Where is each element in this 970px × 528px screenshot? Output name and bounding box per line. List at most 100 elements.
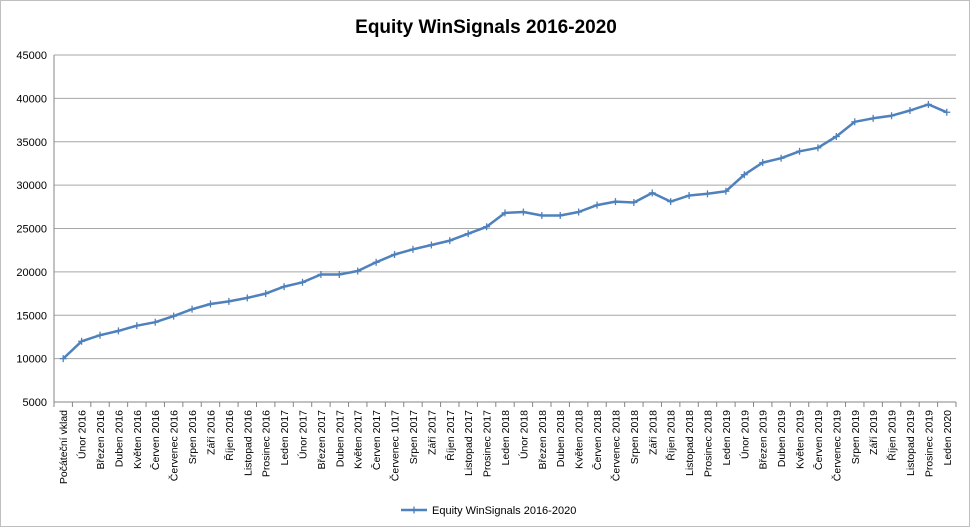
x-tick-label: Červen 2018 [591,410,604,470]
legend-marker [410,506,418,514]
data-point [556,211,564,219]
data-point [501,209,509,217]
data-point [409,245,417,253]
data-point [225,297,233,305]
y-tick-label: 15000 [16,310,47,322]
data-point [354,267,362,275]
x-tick-label: Únor 2016 [76,410,89,459]
chart-title: Equity WinSignals 2016-2020 [355,17,617,38]
data-point [832,133,840,141]
x-tick-label: Listopad 2019 [905,410,917,476]
x-tick-label: Červenec 2019 [830,410,843,481]
x-tick-label: Květen 2017 [353,410,365,469]
x-tick-label: Duben 2016 [113,410,125,467]
data-point [869,114,877,122]
data-point [133,322,141,330]
data-point [317,270,325,278]
data-point [188,305,196,313]
data-point [335,270,343,278]
x-tick-label: Prosinec 2018 [702,410,714,477]
data-point [78,337,86,345]
x-tick-label: Červen 2017 [370,410,383,470]
y-axis-tick-labels: 5000 10000 15000 20000 25000 30000 35000 40000 4… [16,50,47,409]
x-tick-label: Leden 2019 [721,410,733,466]
data-point [280,283,288,291]
x-tick-label: Květen 2016 [132,410,144,469]
x-tick-label: Únor 2017 [297,410,310,459]
x-tick-label: Červenec 1017 [389,410,402,481]
data-point [611,198,619,206]
x-tick-label: Září 2018 [647,410,659,455]
y-tick-label: 25000 [16,224,47,236]
x-tick-label: Říjen 2018 [665,410,678,461]
x-tick-label: Září 2019 [868,410,880,455]
data-point [483,223,491,231]
data-point [96,331,104,339]
data-point [206,300,214,308]
data-point [814,144,822,152]
x-tick-label: Leden 2020 [942,410,954,466]
data-point [777,154,785,162]
x-tick-label: Srpen 2018 [629,410,641,464]
x-tick-label: Listopad 2017 [463,410,475,476]
x-tick-label: Říjen 2016 [223,410,236,461]
data-point [151,318,159,326]
x-tick-label: Březen 2016 [95,410,107,470]
x-tick-label: Leden 2018 [500,410,512,466]
x-tick-label: Březen 2017 [316,410,328,470]
x-tick-label: Březen 2019 [758,410,770,470]
x-tick-label: Květen 2018 [574,410,586,469]
x-tick-label: Červenec 2018 [609,410,622,481]
x-tick-label: Prosinec 2016 [261,410,273,477]
data-point [114,327,122,335]
data-point [851,118,859,126]
data-point [685,192,693,200]
x-tick-label: Srpen 2017 [408,410,420,464]
axes [53,55,957,407]
data-point [667,198,675,206]
x-tick-label: Prosinec 2017 [482,410,494,477]
x-tick-label: Květen 2019 [795,410,807,469]
x-tick-label: Leden 2017 [279,410,291,466]
data-point [446,237,454,245]
y-tick-label: 30000 [16,180,47,192]
x-tick-label: Únor 2019 [738,410,751,459]
data-point [943,108,951,116]
data-point [170,312,178,320]
y-tick-label: 20000 [16,267,47,279]
x-tick-label: Červen 2016 [149,410,162,470]
data-point [464,230,472,238]
data-point [593,201,601,209]
x-tick-label: Srpen 2019 [850,410,862,464]
y-tick-label: 5000 [23,397,47,409]
data-point [759,159,767,167]
x-tick-label: Září 2017 [426,410,438,455]
data-point [262,290,270,298]
legend: Equity WinSignals 2016-2020 [401,505,576,517]
series-line [62,103,948,360]
x-tick-label: Srpen 2016 [187,410,199,464]
y-tick-label: 40000 [16,93,47,105]
x-tick-label: Říjen 2019 [886,410,899,461]
x-tick-label: Duben 2017 [334,410,346,467]
x-tick-label: Únor 2018 [517,410,530,459]
data-point [243,294,251,302]
data-point [906,107,914,115]
x-tick-label: Červenec 2016 [168,410,181,481]
x-tick-label: Duben 2018 [555,410,567,467]
x-tick-label: Počáteční vklad [58,410,70,484]
data-point [740,171,748,179]
data-point [372,258,380,266]
x-tick-label: Září 2016 [205,410,217,455]
x-tick-label: Březen 2018 [537,410,549,470]
x-tick-label: Červen 2019 [812,410,825,470]
data-point [796,147,804,155]
data-point [703,190,711,198]
x-tick-label: Prosinec 2019 [923,410,935,477]
data-point [538,211,546,219]
x-tick-label: Říjen 2017 [444,410,457,461]
series-equity [59,100,951,363]
x-tick-label: Listopad 2016 [242,410,254,476]
